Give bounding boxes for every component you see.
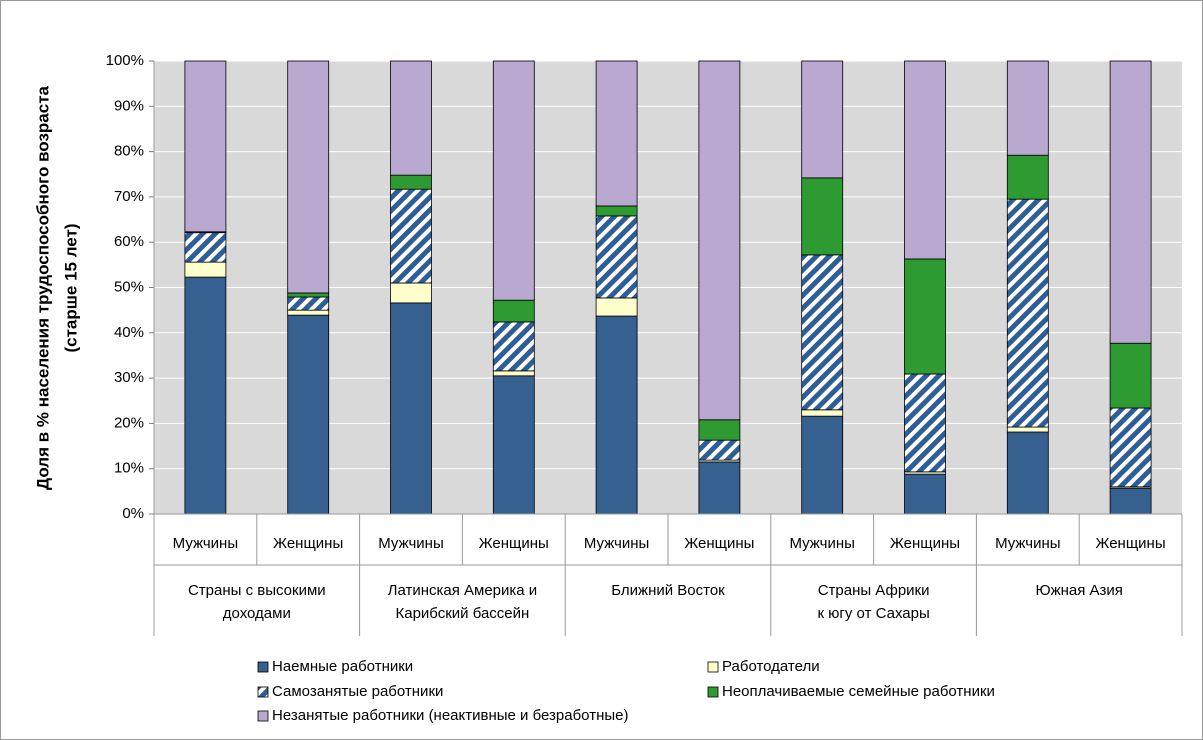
bar-segment xyxy=(287,309,330,316)
group-label: Страны Африки xyxy=(818,582,930,599)
bar-segment xyxy=(801,415,844,515)
bar-segment xyxy=(287,292,330,298)
bar-segment xyxy=(904,60,946,260)
x-tick-label: Мужчины xyxy=(789,535,854,552)
bar-segment xyxy=(698,60,741,421)
group-label: Ближний Восток xyxy=(611,582,725,599)
legend-label: Наемные работники xyxy=(272,658,413,675)
y-axis-title: Доля в % населения трудоспособного возра… xyxy=(33,85,80,490)
x-tick-label: Мужчины xyxy=(378,535,443,552)
y-tick-label: 90% xyxy=(114,97,144,114)
bar-segment xyxy=(801,60,844,179)
x-tick-label: Мужчины xyxy=(173,535,238,552)
legend-label: Неоплачиваемые семейные работники xyxy=(722,683,995,700)
bar-segment xyxy=(1006,198,1049,428)
y-tick-label: 60% xyxy=(114,233,144,250)
bar-segment xyxy=(287,296,330,311)
legend-swatch xyxy=(707,686,719,698)
bar-segment xyxy=(595,215,638,299)
bar-segment xyxy=(1006,154,1049,200)
group-label: к югу от Сахары xyxy=(817,605,929,622)
bar-segment xyxy=(595,315,638,515)
y-tick-label: 100% xyxy=(106,52,144,69)
legend-swatch xyxy=(707,661,719,673)
bar-segment xyxy=(904,258,946,375)
bar-segment xyxy=(390,174,432,190)
bar-segment xyxy=(390,302,432,515)
bar-segment xyxy=(390,188,432,284)
legend-swatch xyxy=(257,686,269,698)
bar-segment xyxy=(1109,342,1152,409)
bar-segment xyxy=(904,473,946,515)
y-tick-label: 80% xyxy=(114,143,144,160)
y-tick-label: 30% xyxy=(114,369,144,386)
y-tick-label: 70% xyxy=(114,188,144,205)
y-tick-label: 20% xyxy=(114,414,144,431)
bar-segment xyxy=(492,375,535,515)
x-tick-label: Женщины xyxy=(479,535,549,552)
group-label: доходами xyxy=(223,605,291,622)
bar-segment xyxy=(492,299,535,323)
bar-segment xyxy=(184,276,227,515)
bar-segment xyxy=(287,314,330,515)
bar-segment xyxy=(1006,60,1049,156)
x-tick-label: Женщины xyxy=(1096,535,1166,552)
legend-swatch xyxy=(257,710,269,722)
group-label: Карибский бассейн xyxy=(395,605,529,622)
x-tick-label: Женщины xyxy=(684,535,754,552)
bar-segment xyxy=(698,461,741,515)
bar-segment xyxy=(595,205,638,217)
bar-segment xyxy=(904,373,946,473)
y-axis-title-line: (старше 15 лет) xyxy=(61,223,80,352)
bar-segment xyxy=(801,409,844,417)
legend-label: Самозанятые работники xyxy=(272,683,443,700)
bar-segment xyxy=(492,60,535,301)
legend-swatch xyxy=(257,661,269,673)
y-tick-label: 0% xyxy=(122,505,144,522)
x-tick-label: Мужчины xyxy=(995,535,1060,552)
x-tick-label: Женщины xyxy=(890,535,960,552)
bar-segment xyxy=(492,370,535,377)
bar-segment xyxy=(1109,60,1152,344)
bar-segment xyxy=(287,60,330,294)
y-tick-label: 50% xyxy=(114,278,144,295)
group-label: Латинская Америка и xyxy=(388,582,538,599)
group-label: Южная Азия xyxy=(1035,582,1123,599)
x-tick-label: Женщины xyxy=(273,535,343,552)
bar-segment xyxy=(595,297,638,317)
y-tick-label: 10% xyxy=(114,460,144,477)
bar-segment xyxy=(390,60,432,176)
bar-segment xyxy=(698,439,741,461)
bar-segment xyxy=(1109,487,1152,515)
bar-segment xyxy=(801,254,844,411)
bar-segment xyxy=(595,60,638,207)
bar-segment xyxy=(390,282,432,304)
group-label: Страны с высокими xyxy=(188,582,326,599)
y-tick-label: 40% xyxy=(114,324,144,341)
bar-segment xyxy=(492,321,535,372)
bar-segment xyxy=(1109,407,1152,488)
legend-label: Незанятые работники (неактивные и безраб… xyxy=(272,707,628,724)
bar-segment xyxy=(698,419,741,441)
x-tick-label: Мужчины xyxy=(584,535,649,552)
legend-label: Работодатели xyxy=(722,658,820,675)
bar-segment xyxy=(184,261,227,278)
bar-segment xyxy=(1006,431,1049,515)
bar-segment xyxy=(184,60,227,233)
bar-segment xyxy=(184,232,227,263)
y-axis-title-line: Доля в % населения трудоспособного возра… xyxy=(33,85,52,490)
bar-segment xyxy=(801,177,844,256)
bar-segment xyxy=(1006,426,1049,433)
